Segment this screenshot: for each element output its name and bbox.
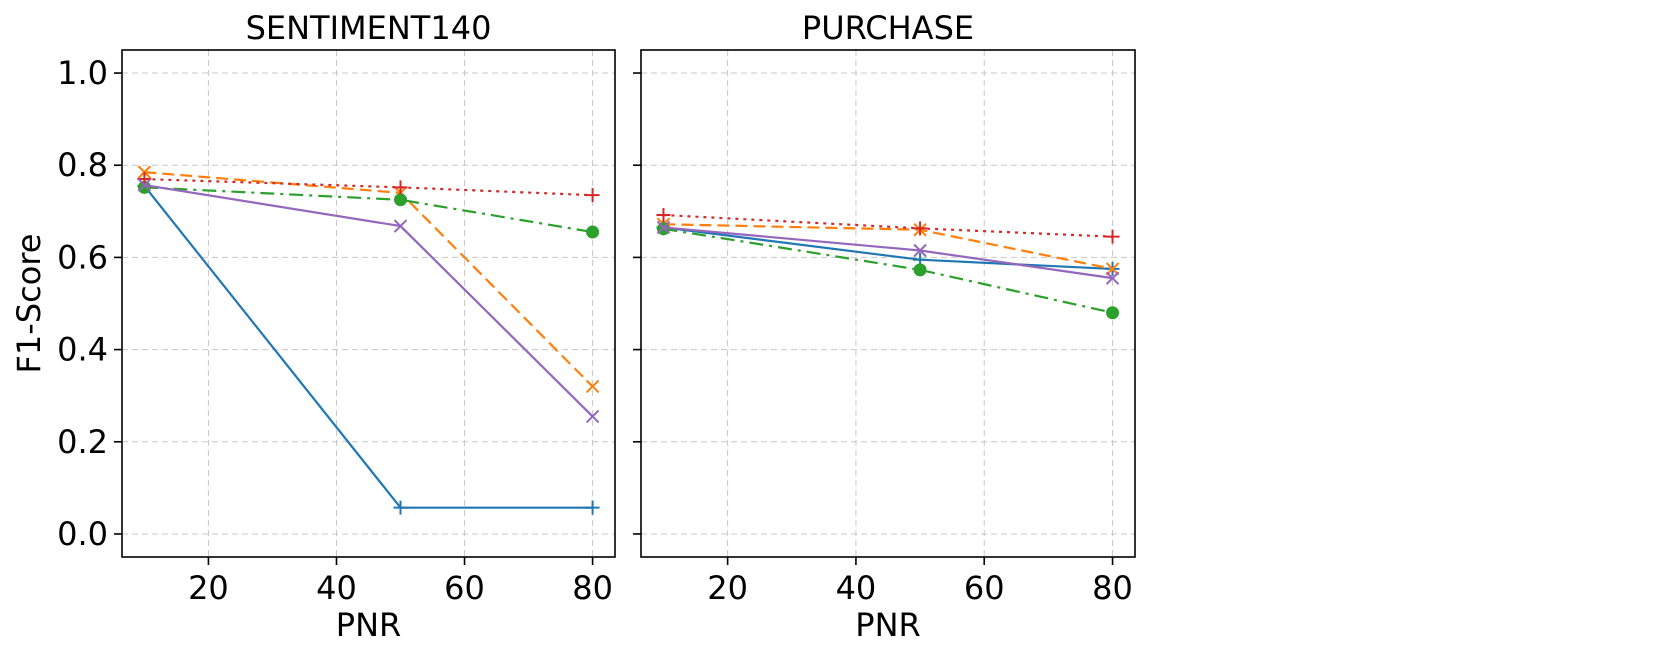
series-1-point-3 [585, 500, 600, 515]
series-4-point-2 [393, 180, 408, 195]
x-tick-label: 80 [1092, 569, 1133, 607]
x-tick-label: 20 [188, 569, 229, 607]
series-5-point-1 [137, 178, 152, 192]
x-tick-label: 20 [707, 569, 748, 607]
x-tick-label: 60 [964, 569, 1005, 607]
series-4-point-3 [1105, 229, 1120, 244]
series-5-point-3 [1105, 271, 1120, 285]
x-axis-label: PNR [855, 606, 920, 644]
series-4-point-1 [656, 208, 671, 223]
series-3-point-2 [394, 193, 408, 207]
series-3-point-2 [913, 263, 927, 277]
series-3-point-3 [1106, 306, 1120, 320]
series-3-line [663, 227, 1113, 314]
y-tick-label: 0.0 [57, 515, 108, 553]
plot-frame [121, 49, 616, 558]
y-tick-label: 0.2 [57, 423, 108, 461]
series-5-point-2 [913, 243, 927, 258]
series-3-point-3 [586, 225, 600, 239]
subplot-2: 20 40 60 80 PURCHASE PNR [633, 9, 1136, 644]
subplot-title: PURCHASE [802, 9, 974, 47]
series-3-line [144, 186, 593, 234]
x-axis-label: PNR [336, 606, 401, 644]
series-5-point-3 [585, 409, 600, 424]
series-2-line [144, 171, 594, 388]
x-tick-label: 40 [836, 569, 877, 607]
x-tick-label: 60 [444, 569, 485, 607]
x-tick-label: 40 [316, 569, 357, 607]
series-4-point-2 [913, 221, 928, 236]
series-1-line [143, 185, 593, 509]
y-tick-label: 0.8 [57, 146, 108, 184]
series-5-point-2 [393, 219, 408, 233]
series-3-point-1 [137, 180, 151, 194]
y-axis-label: F1-Score [10, 234, 48, 374]
subplot-1: 20 40 60 80 0.0 0.2 0.4 0.6 0.8 1.0 SENTIMENT140 PN… [10, 9, 616, 644]
y-tick-label: 1.0 [57, 54, 108, 92]
series-4-line [144, 177, 593, 197]
series-5-point-1 [656, 220, 671, 235]
y-tick-label: 0.4 [57, 331, 108, 369]
y-tick-label: 0.6 [57, 238, 108, 276]
subplot-title: SENTIMENT140 [246, 9, 492, 47]
series-4-point-3 [585, 188, 600, 203]
x-tick-label: 80 [572, 569, 613, 607]
series-1-point-2 [393, 500, 408, 515]
plot-frame [640, 49, 1136, 558]
series-2-point-3 [585, 379, 600, 394]
